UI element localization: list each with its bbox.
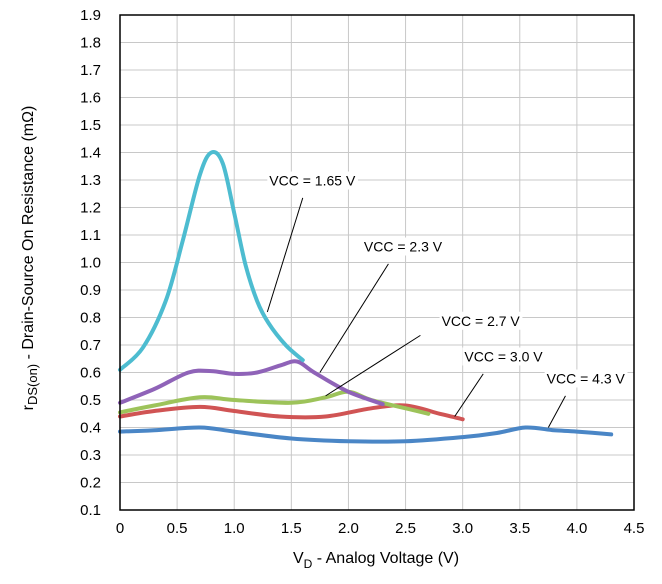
y-tick-label: 0.5 (80, 392, 101, 409)
annotation-label-vcc-2-3-v: VCC = 2.3 V (364, 239, 443, 255)
x-tick-label: 4.0 (566, 520, 587, 537)
x-tick-label: 0.5 (167, 520, 188, 537)
y-axis-title-sub: DS(on) (25, 364, 40, 405)
annotation-leader-vcc-4-3-v (547, 395, 566, 428)
grid (119, 14, 635, 511)
y-tick-label: 1.7 (80, 62, 101, 79)
x-tick-label: 0 (116, 520, 124, 537)
annotation-leader-vcc-1-65-v (266, 197, 304, 313)
series-group (118, 150, 614, 444)
x-tick-label: 3.0 (452, 520, 473, 537)
annotation-label-bg (439, 311, 523, 330)
series-line-vcc-2-3-v (118, 359, 385, 407)
series-line-vcc-2-7-v (118, 389, 431, 416)
annotation-label-bg (544, 369, 628, 388)
y-tick-label: 0.1 (80, 502, 101, 519)
y-tick-label: 1.6 (80, 90, 101, 107)
annotation-leader-vcc-3-0-v (454, 373, 484, 417)
y-tick-label: 1.1 (80, 227, 101, 244)
annotation-label-bg (267, 171, 358, 190)
x-tick-label: 1.0 (224, 520, 245, 537)
annotation-label-vcc-4-3-v: VCC = 4.3 V (547, 371, 626, 387)
y-tick-label: 1.0 (80, 255, 101, 272)
x-tick-label: 3.5 (509, 520, 530, 537)
x-tick-label: 2.5 (395, 520, 416, 537)
annotation-label-vcc-2-7-v: VCC = 2.7 V (442, 313, 521, 329)
y-tick-label: 1.8 (80, 35, 101, 52)
y-tick-label: 0.3 (80, 447, 101, 464)
y-tick-label: 0.6 (80, 365, 101, 382)
y-tick-label: 1.5 (80, 117, 101, 134)
y-tick-label: 0.2 (80, 475, 101, 492)
y-tick-label: 0.4 (80, 420, 101, 437)
y-tick-label: 1.9 (80, 7, 101, 24)
annotation-label-vcc-1-65-v: VCC = 1.65 V (269, 173, 356, 189)
x-tick-labels: 0 0.5 1.0 1.5 2.0 2.5 3.0 3.5 4.0 4.5 (116, 520, 645, 537)
plot-frame (119, 14, 635, 511)
x-axis-title-rest: - Analog Voltage (V) (312, 550, 459, 567)
annotations: VCC = 1.65 V VCC = 2.3 V VCC = 2.7 V VCC = … (266, 171, 628, 428)
x-tick-label: 4.5 (624, 520, 645, 537)
x-tick-label: 2.0 (338, 520, 359, 537)
x-axis-title-main: V (293, 550, 304, 567)
y-tick-label: 1.3 (80, 172, 101, 189)
annotation-leader-vcc-2-3-v (319, 263, 389, 373)
y-tick-label: 0.7 (80, 337, 101, 354)
y-tick-label: 0.8 (80, 310, 101, 327)
annotation-label-bg (462, 347, 546, 366)
annotation-label-bg (361, 237, 445, 256)
y-axis-title-main: r (20, 404, 37, 410)
y-tick-label: 0.9 (80, 282, 101, 299)
series-line-vcc-1-65-v (118, 150, 305, 372)
annotation-label-vcc-3-0-v: VCC = 3.0 V (464, 349, 543, 365)
y-tick-label: 1.4 (80, 145, 101, 162)
series-line-vcc-3-0-v (118, 403, 465, 422)
series-line-vcc-4-3-v (118, 425, 614, 444)
x-axis-title: VD - Analog Voltage (V) (293, 550, 459, 571)
y-tick-label: 1.2 (80, 200, 101, 217)
y-tick-labels: 0.1 0.2 0.3 0.4 0.5 0.6 0.7 0.8 0.9 1.0 1.1 1.2 1.3 1… (80, 7, 101, 519)
x-tick-label: 1.5 (281, 520, 302, 537)
annotation-leader-vcc-2-7-v (325, 334, 421, 397)
y-axis-title: rDS(on) - Drain-Source On Resistance (mΩ… (20, 106, 40, 411)
y-axis-title-rest: - Drain-Source On Resistance (mΩ) (20, 106, 37, 364)
x-axis-title-sub: D (304, 557, 313, 571)
